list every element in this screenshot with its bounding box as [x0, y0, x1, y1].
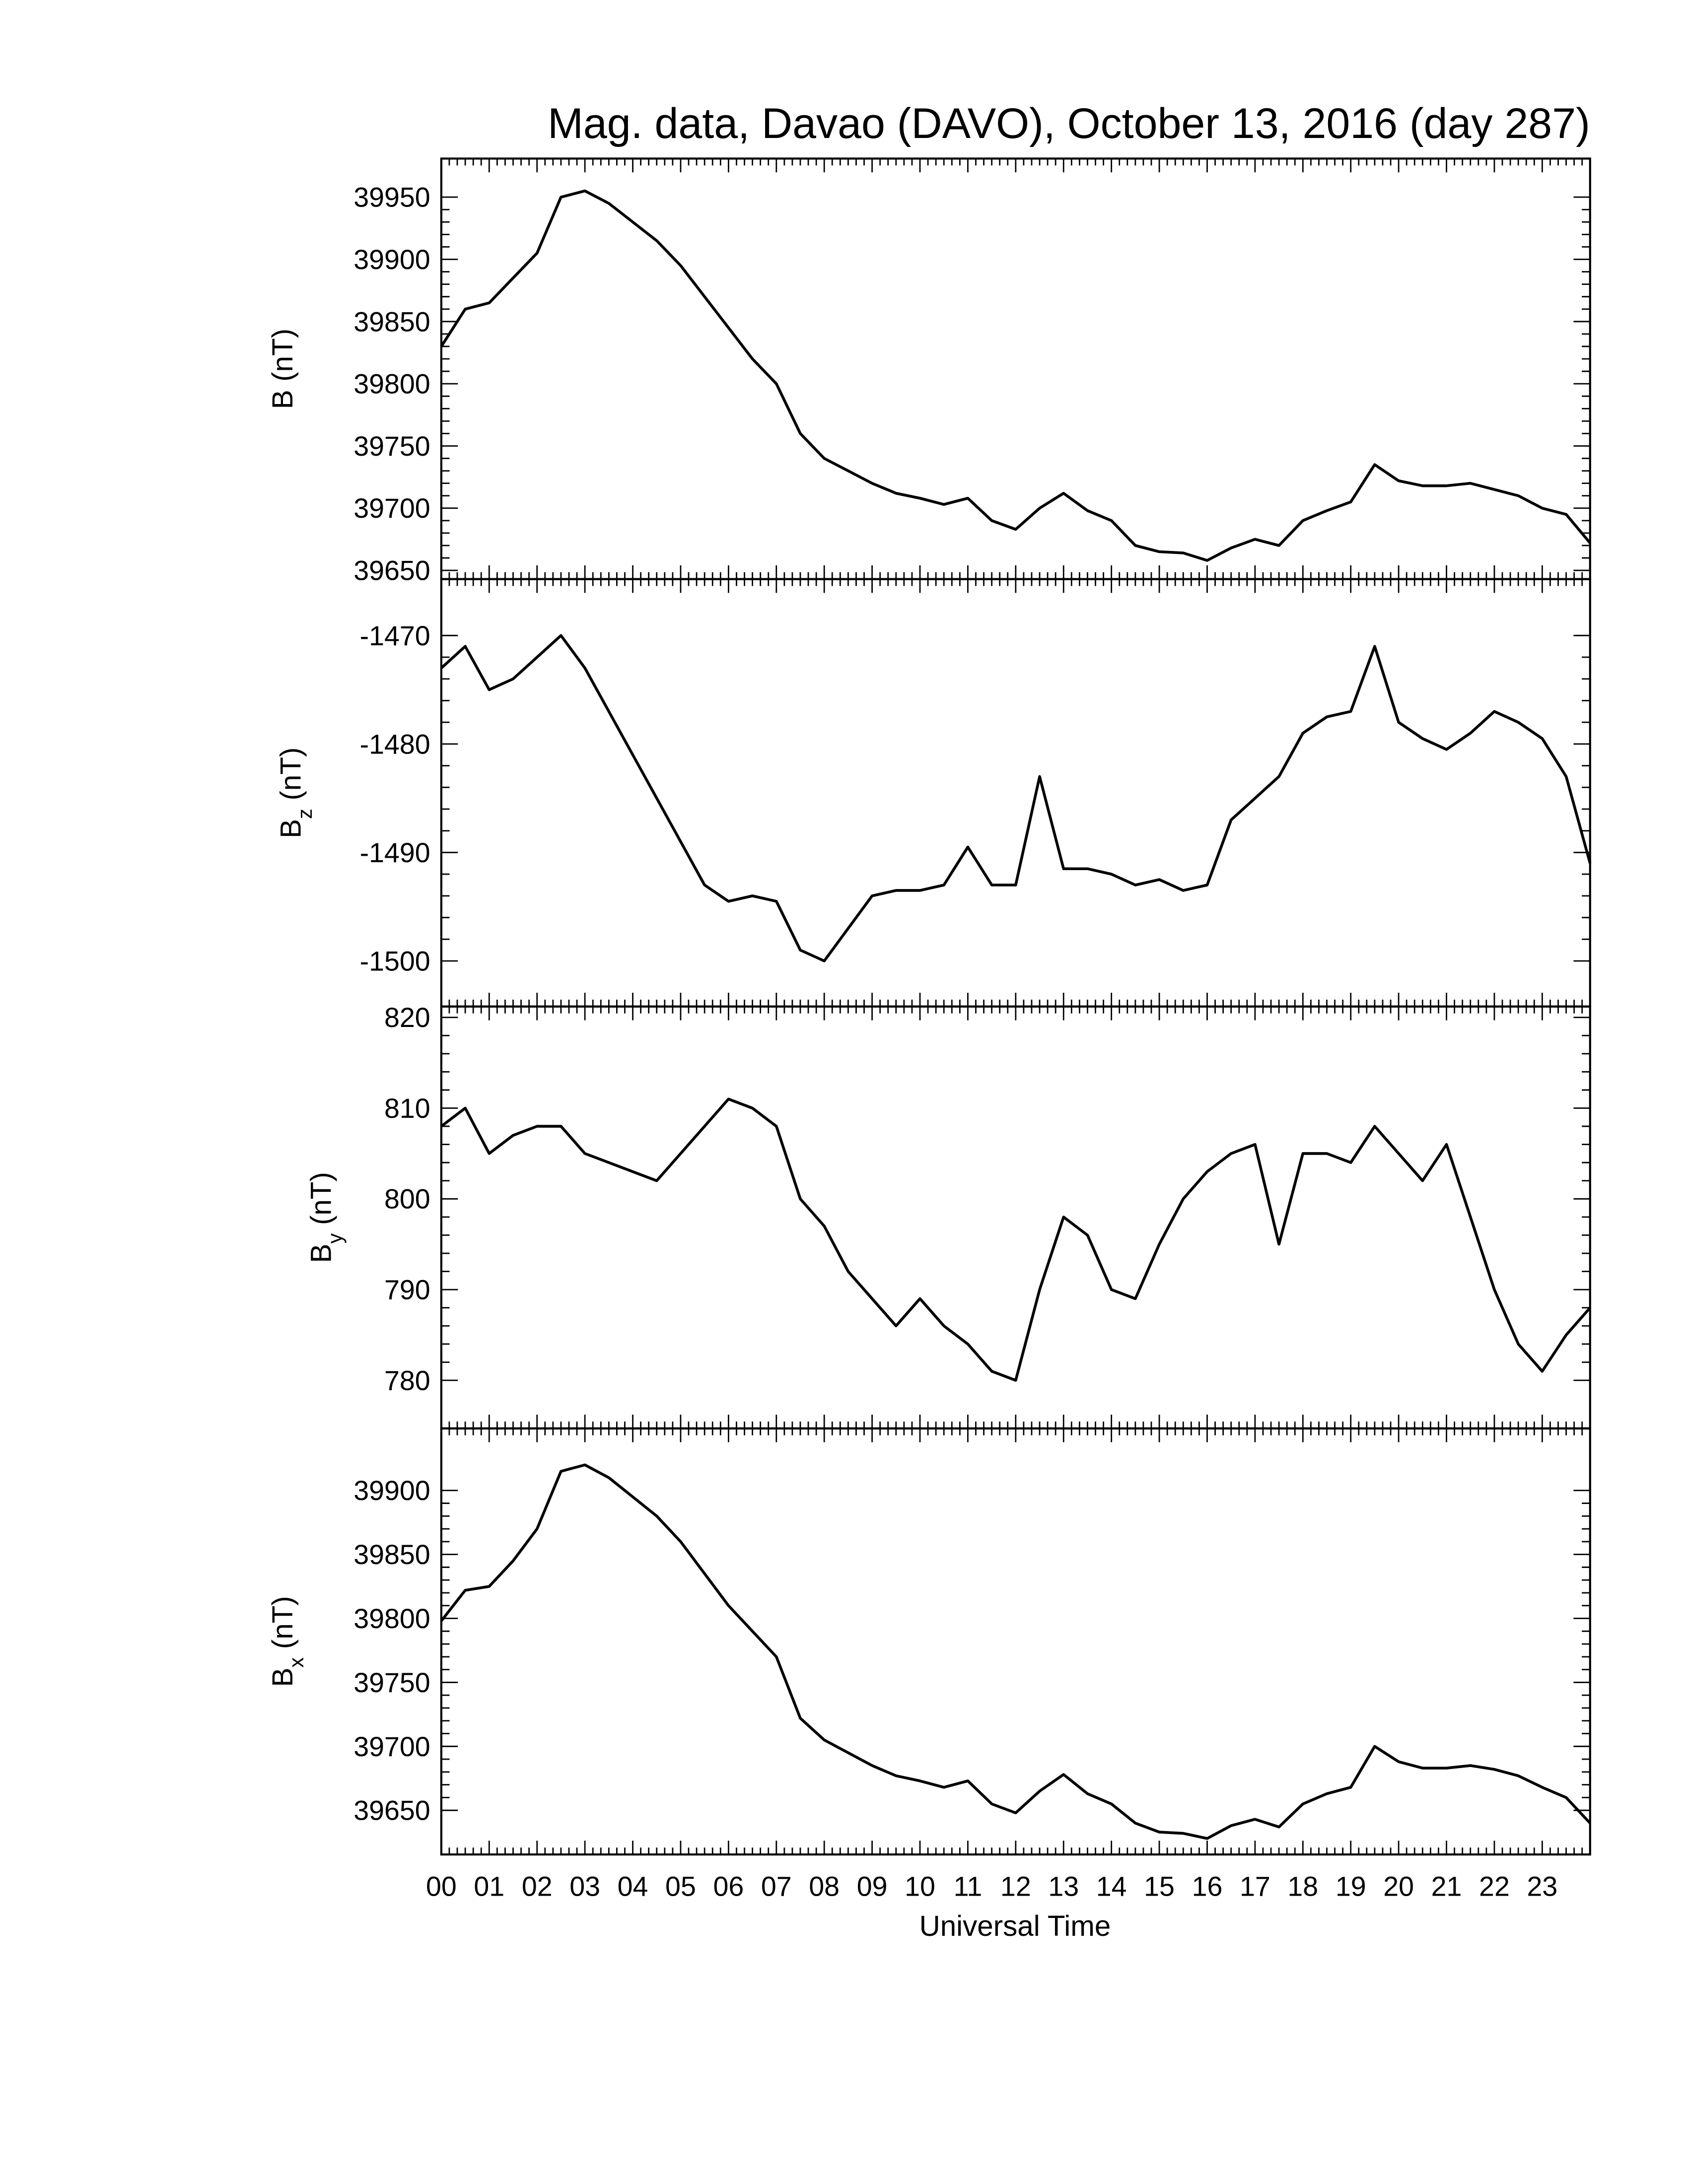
x-tick-label: 18: [1287, 1871, 1318, 1902]
x-axis-label: Universal Time: [919, 1910, 1111, 1942]
data-line: [440, 1463, 1591, 1840]
x-tick-label: 00: [426, 1871, 457, 1902]
x-tick-label: 06: [713, 1871, 744, 1902]
x-tick-label: 07: [761, 1871, 792, 1902]
y-tick-label: 800: [384, 1184, 430, 1215]
x-tick-label: 04: [618, 1871, 648, 1902]
y-tick-label: -1470: [360, 620, 430, 651]
y-tick-label: 780: [384, 1365, 430, 1396]
x-tick-label: 10: [905, 1871, 935, 1902]
x-tick-label: 08: [809, 1871, 840, 1902]
y-label-sub: x: [284, 1657, 308, 1668]
y-label-base: B: [267, 1668, 299, 1687]
y-tick-label: 39800: [353, 369, 430, 400]
y-axis-label: Bx (nT): [267, 1596, 308, 1687]
x-tick-label: 20: [1383, 1871, 1414, 1902]
x-tick-label: 22: [1479, 1871, 1510, 1902]
y-tick-label: 790: [384, 1275, 430, 1305]
x-tick-label: 21: [1431, 1871, 1462, 1902]
y-tick-label: 39750: [353, 1667, 430, 1698]
x-tick-label: 12: [1000, 1871, 1031, 1902]
y-tick-label: 39700: [353, 493, 430, 524]
chart-title: Mag. data, Davao (DAVO), October 13, 201…: [548, 100, 1590, 147]
x-tick-label: 01: [474, 1871, 504, 1902]
y-axis-label: By (nT): [305, 1172, 347, 1263]
y-label-unit: (nT): [267, 329, 299, 382]
y-tick-label: 39850: [353, 306, 430, 337]
y-tick-label: 39850: [353, 1539, 430, 1570]
x-tick-label: 02: [522, 1871, 553, 1902]
y-label-base: B: [275, 819, 307, 838]
y-tick-label: 820: [384, 1002, 430, 1033]
y-label-unit: (nT): [305, 1172, 338, 1225]
x-tick-label: 03: [569, 1871, 600, 1902]
x-tick-label: 05: [665, 1871, 696, 1902]
y-label-base: B: [267, 390, 299, 409]
y-tick-label: 39900: [353, 1475, 430, 1506]
y-tick-label: -1490: [360, 837, 430, 868]
data-line: [440, 634, 1592, 962]
x-tick-label: 16: [1192, 1871, 1223, 1902]
x-tick-label: 15: [1144, 1871, 1175, 1902]
y-tick-label: 39650: [353, 555, 430, 586]
y-label-unit: (nT): [267, 1596, 299, 1649]
x-tick-label: 19: [1336, 1871, 1366, 1902]
y-tick-label: 39650: [353, 1795, 430, 1826]
y-tick-label: 39700: [353, 1731, 430, 1762]
data-line: [440, 189, 1591, 562]
y-tick-label: 810: [384, 1093, 430, 1124]
y-tick-label: 39900: [353, 244, 430, 275]
y-tick-label: -1480: [360, 729, 430, 759]
y-tick-label: -1500: [360, 946, 430, 976]
x-tick-label: 13: [1048, 1871, 1079, 1902]
y-label-sub: z: [293, 809, 316, 819]
x-tick-label: 11: [954, 1871, 983, 1902]
y-tick-label: 39950: [353, 182, 430, 213]
y-axis-label: Bz (nT): [275, 748, 316, 838]
y-label-unit: (nT): [275, 748, 307, 801]
x-tick-label: 23: [1527, 1871, 1557, 1902]
y-label-base: B: [305, 1244, 338, 1263]
y-tick-label: 39800: [353, 1603, 430, 1634]
x-tick-label: 14: [1096, 1871, 1127, 1902]
x-tick-label: 09: [857, 1871, 888, 1902]
y-label-sub: y: [323, 1233, 347, 1244]
y-axis-label: B (nT): [267, 329, 299, 409]
x-tick-label: 17: [1240, 1871, 1270, 1902]
y-tick-label: 39750: [353, 431, 430, 462]
data-line: [440, 1097, 1591, 1382]
